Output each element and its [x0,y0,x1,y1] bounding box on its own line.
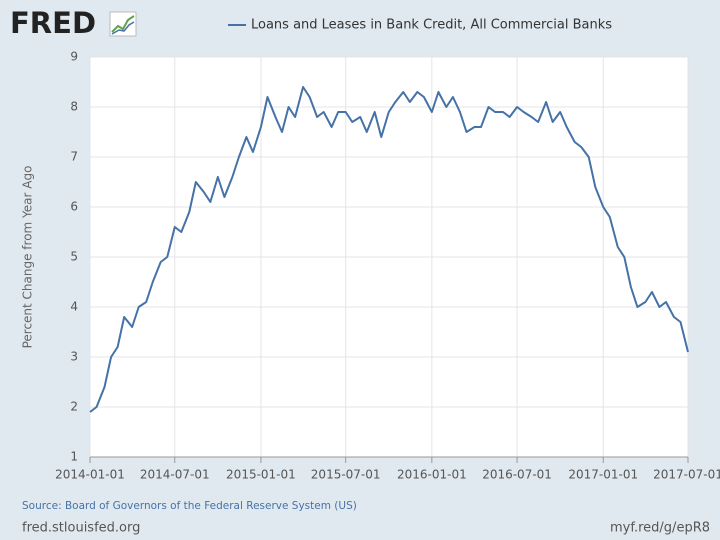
x-tick-label: 2016-07-01 [482,468,552,482]
y-tick-label: 4 [70,300,78,314]
footer-left: fred.stlouisfed.org [22,521,140,536]
x-tick-label: 2017-07-01 [653,468,720,482]
legend-label: Loans and Leases in Bank Credit, All Com… [251,18,612,33]
y-tick-label: 9 [70,50,78,64]
logo: FRED [10,6,96,40]
x-tick-label: 2014-01-01 [55,468,125,482]
y-tick-label: 5 [70,250,78,264]
y-tick-label: 1 [70,450,78,464]
x-tick-label: 2015-07-01 [311,468,381,482]
y-axis-label: Percent Change from Year Ago [21,166,35,349]
x-tick-label: 2015-01-01 [226,468,296,482]
x-tick-label: 2016-01-01 [397,468,467,482]
x-tick-label: 2017-01-01 [568,468,638,482]
y-tick-label: 2 [70,400,78,414]
x-tick-label: 2014-07-01 [140,468,210,482]
logo-icon [109,11,137,37]
y-tick-label: 8 [70,100,78,114]
y-tick-label: 7 [70,150,78,164]
y-tick-label: 3 [70,350,78,364]
y-tick-label: 6 [70,200,78,214]
source: Source: Board of Governors of the Federa… [22,500,357,512]
series-line [89,86,689,413]
footer-right: myf.red/g/epR8 [610,521,710,536]
